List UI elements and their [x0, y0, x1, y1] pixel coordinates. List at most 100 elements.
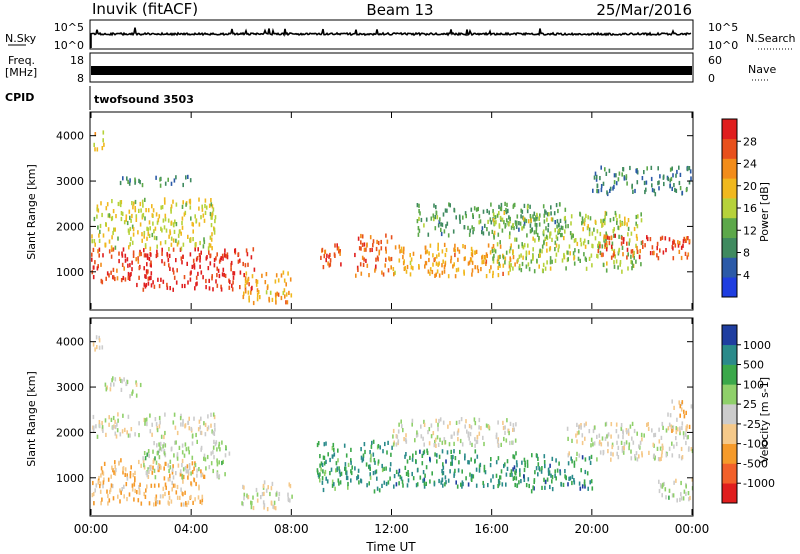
- velocity-cell: [447, 424, 449, 429]
- velocity-cell: [652, 442, 655, 447]
- power-cell: [617, 177, 620, 182]
- velocity-cell: [322, 455, 325, 460]
- power-cell: [184, 283, 186, 289]
- power-cell: [553, 211, 556, 216]
- power-cell: [436, 254, 438, 259]
- velocity-cell: [423, 449, 426, 454]
- power-cell: [633, 255, 635, 260]
- velocity-cell: [376, 476, 378, 481]
- power-cell: [613, 173, 616, 178]
- velocity-cell: [262, 483, 265, 489]
- power-cell: [283, 288, 286, 293]
- velocity-cell: [203, 453, 206, 458]
- power-cell: [177, 233, 180, 238]
- power-cell: [277, 292, 280, 297]
- power-cell: [441, 270, 444, 275]
- power-cell: [583, 252, 585, 257]
- velocity-cell: [218, 441, 221, 446]
- velocity-cell: [154, 417, 157, 422]
- power-cell: [636, 170, 639, 175]
- velocity-cell: [195, 432, 197, 438]
- velocity-cell: [512, 467, 514, 472]
- velocity-cell: [103, 477, 105, 482]
- power-cell: [688, 166, 691, 171]
- power-cell: [493, 247, 496, 253]
- velocity-cell: [322, 487, 325, 493]
- power-cell: [167, 177, 169, 182]
- power-cell: [470, 207, 473, 212]
- power-cell: [164, 217, 167, 222]
- power-cell: [234, 248, 237, 253]
- power-cell: [579, 237, 582, 242]
- velocity-cell: [321, 480, 324, 485]
- velocity-cell: [590, 443, 592, 448]
- velocity-cell: [513, 475, 516, 480]
- power-cell: [574, 238, 577, 243]
- velocity-cell: [530, 489, 533, 494]
- velocity-cell: [168, 495, 171, 500]
- velocity-cell: [575, 433, 577, 438]
- power-cell: [640, 262, 642, 267]
- power-cell: [193, 265, 196, 270]
- power-cell: [166, 282, 168, 287]
- power-cell: [409, 253, 411, 258]
- power-cell: [564, 215, 566, 221]
- power-cell: [554, 258, 557, 263]
- power-cell: [141, 199, 144, 204]
- power-cell: [565, 266, 567, 271]
- velocity-cell: [675, 441, 678, 447]
- velocity-cell: [668, 495, 670, 500]
- power-cell: [108, 249, 111, 254]
- power-cell: [561, 258, 564, 263]
- velocity-cell: [636, 457, 639, 462]
- power-cell: [529, 223, 532, 228]
- power-cell: [602, 222, 604, 227]
- power-cell: [405, 269, 408, 274]
- power-cell: [662, 250, 665, 255]
- velocity-cell: [526, 463, 529, 468]
- velocity-cell: [464, 424, 466, 429]
- power-cell: [375, 246, 378, 252]
- velocity-cell: [689, 495, 691, 501]
- power-cell: [173, 178, 176, 183]
- power-cell: [600, 187, 603, 193]
- power-cell: [532, 254, 534, 259]
- power-cell: [672, 246, 674, 251]
- velocity-cell: [560, 482, 563, 487]
- power-cell: [189, 252, 192, 257]
- velocity-cell: [485, 423, 488, 428]
- power-cell: [430, 216, 433, 221]
- velocity-cell: [567, 453, 570, 458]
- velocity-cell: [117, 494, 119, 499]
- velocity-cell: [205, 466, 207, 471]
- power-cell: [598, 241, 600, 246]
- power-cell: [128, 230, 130, 235]
- power-cell: [550, 217, 553, 222]
- power-cell: [651, 188, 654, 193]
- power-cell: [163, 225, 166, 230]
- velocity-cell: [105, 387, 108, 392]
- power-cell: [179, 247, 182, 252]
- power-cell: [514, 262, 516, 267]
- power-cell: [493, 253, 495, 259]
- velocity-cell: [138, 433, 140, 438]
- power-cell: [392, 267, 395, 272]
- power-cell: [594, 219, 597, 224]
- velocity-cell: [442, 483, 444, 488]
- velocity-cell: [393, 484, 395, 489]
- velocity-cell: [99, 489, 102, 494]
- power-cell: [323, 254, 326, 259]
- power-cell: [104, 242, 107, 247]
- power-cell: [679, 172, 682, 177]
- power-cell: [208, 243, 211, 248]
- power-cell: [646, 236, 649, 242]
- velocity-cell: [325, 476, 327, 481]
- power-cell: [242, 261, 244, 267]
- power-cell: [518, 263, 521, 269]
- power-cell: [175, 280, 178, 285]
- power-cell: [435, 211, 438, 216]
- power-cell: [500, 207, 503, 212]
- power-cell: [127, 179, 129, 184]
- velocity-cell: [204, 422, 207, 427]
- power-cell: [108, 239, 111, 244]
